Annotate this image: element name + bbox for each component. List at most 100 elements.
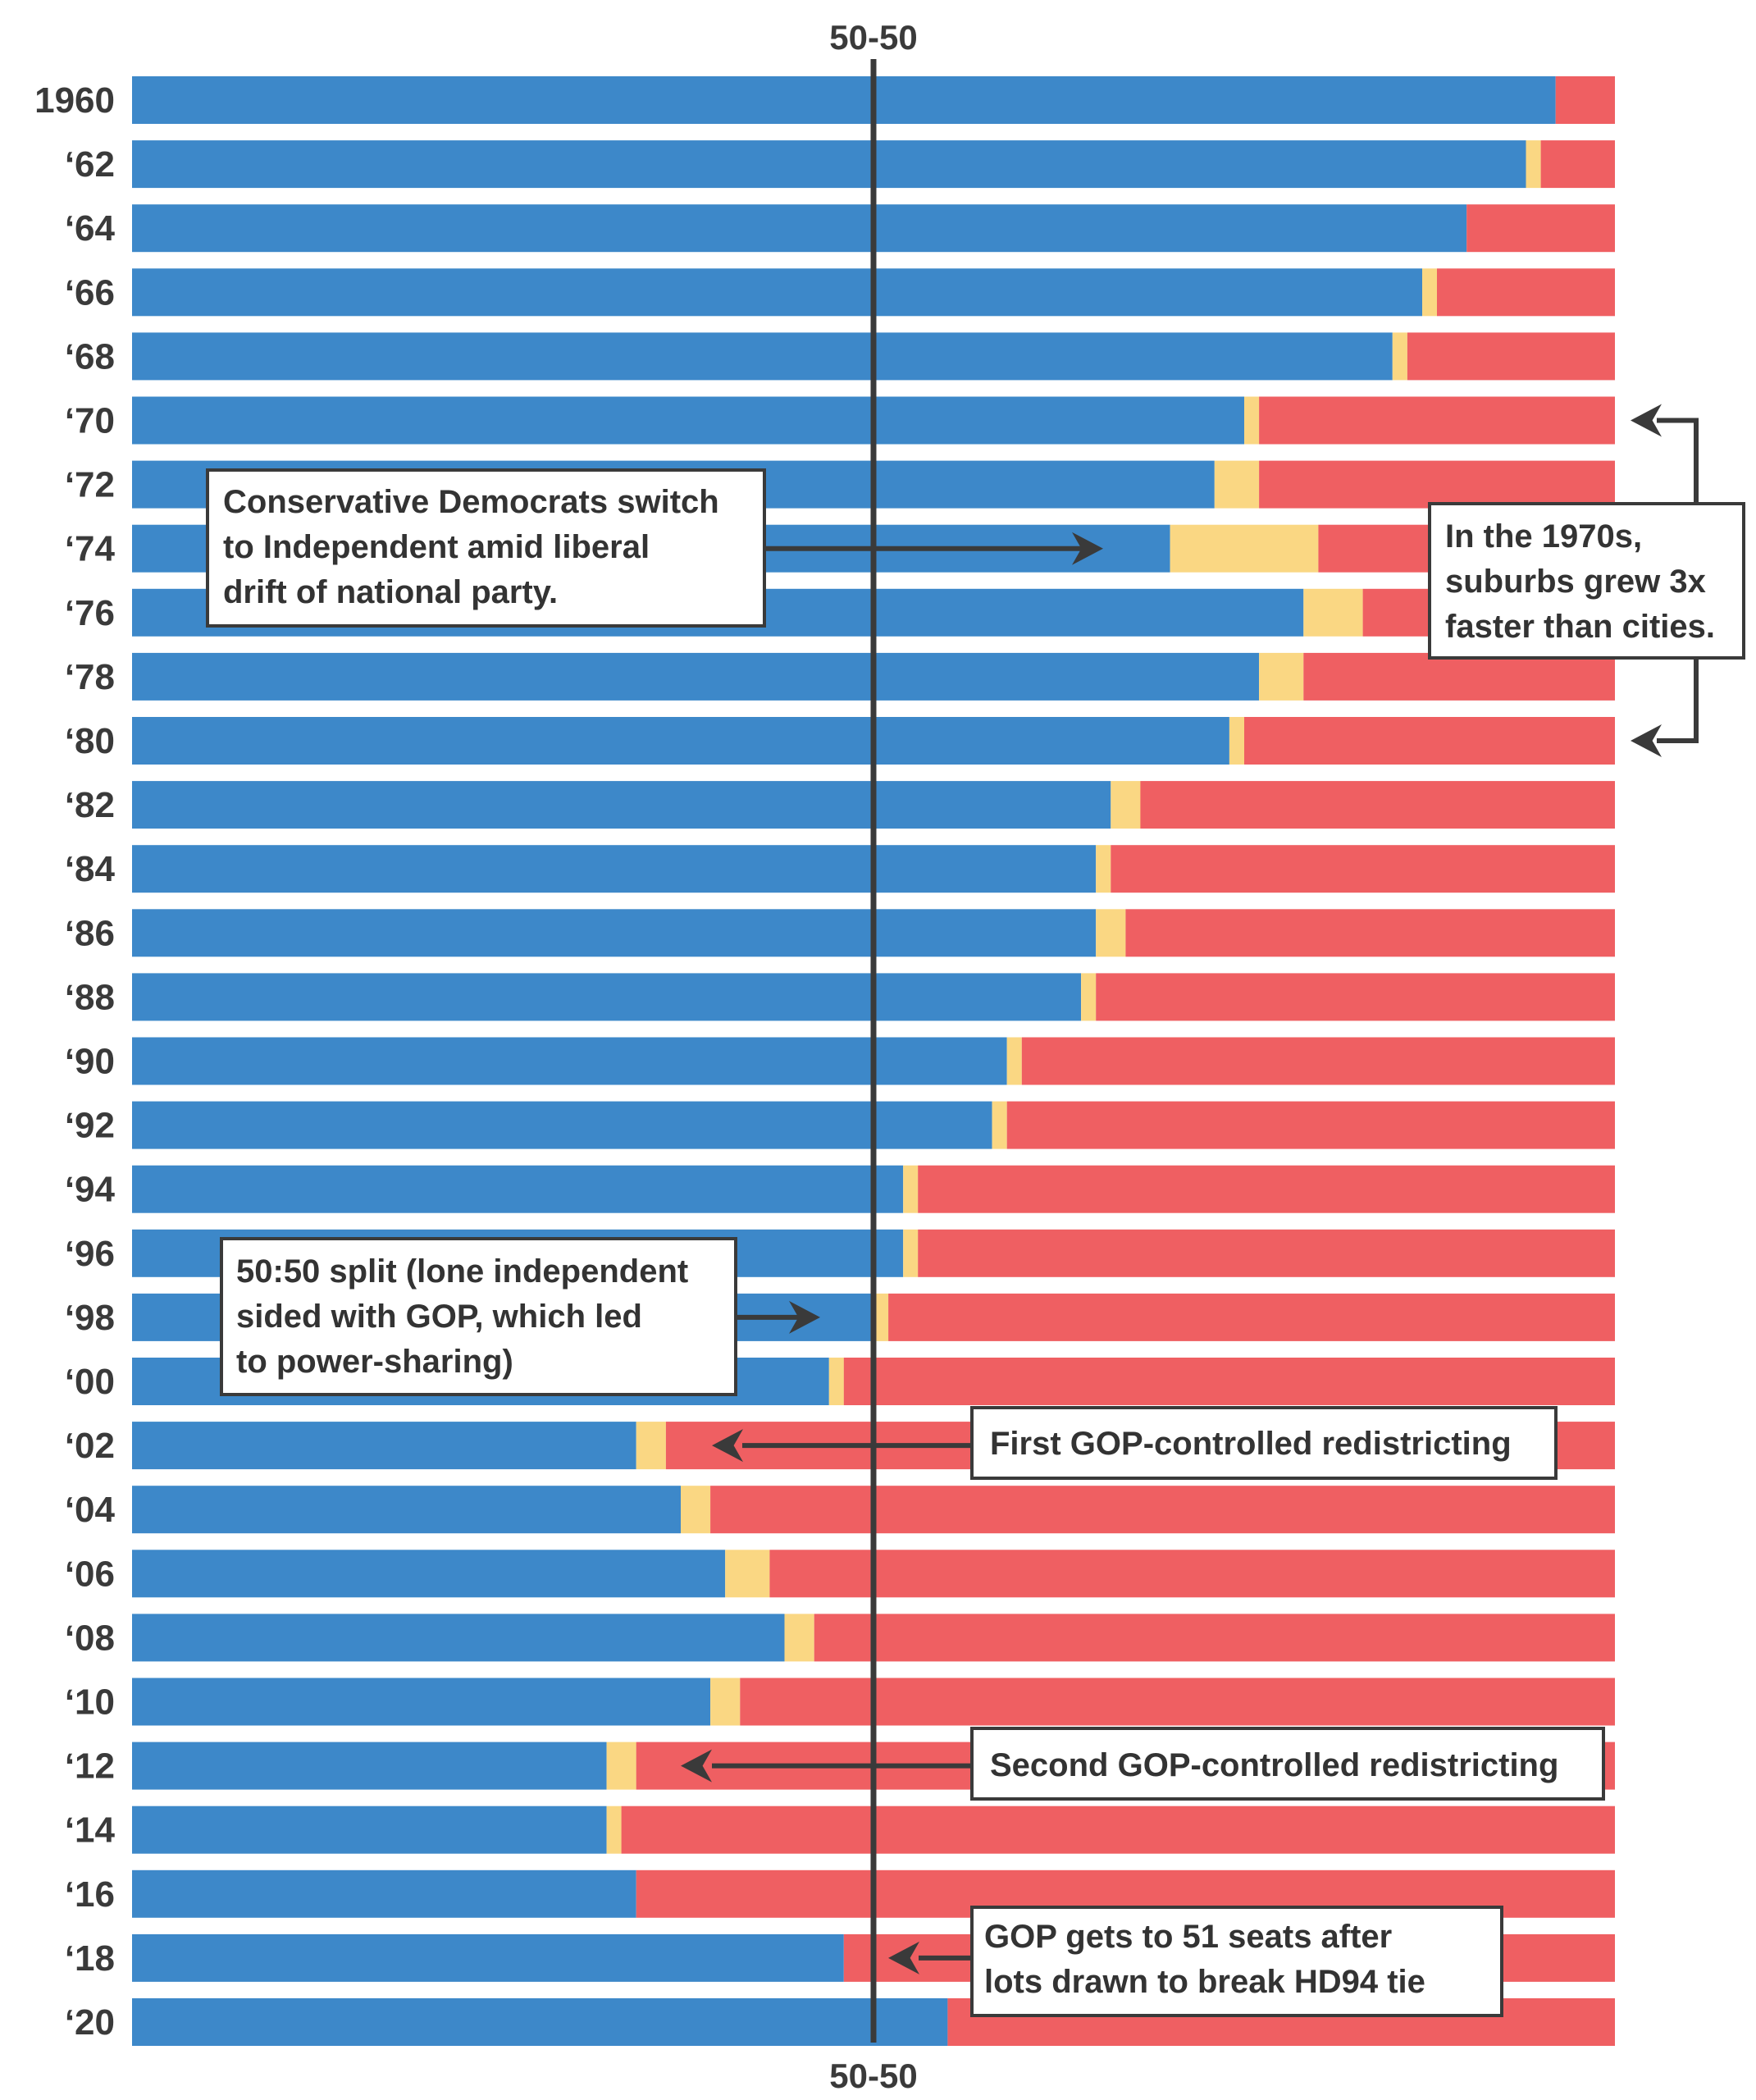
fifty-fifty-label-top: 50-50 [829, 18, 917, 57]
red-segment-18 [918, 1229, 1615, 1277]
annotation-4-line-0: Second GOP-controlled redistricting [990, 1747, 1558, 1783]
blue-segment-25 [132, 1678, 711, 1726]
red-segment-2 [1466, 204, 1615, 253]
blue-segment-9 [132, 652, 1260, 701]
red-segment-23 [769, 1550, 1615, 1598]
yellow-segment-14 [1081, 973, 1097, 1021]
red-segment-13 [1125, 909, 1615, 957]
annotation-1-arrowhead-top [1631, 404, 1662, 437]
blue-segment-17 [132, 1165, 904, 1213]
red-segment-17 [918, 1165, 1615, 1213]
red-segment-11 [1140, 781, 1615, 829]
red-segment-22 [710, 1486, 1615, 1534]
red-segment-20 [843, 1358, 1615, 1405]
red-segment-5 [1259, 396, 1615, 445]
blue-segment-1 [132, 140, 1526, 189]
year-label-7: ‘74 [65, 529, 116, 569]
red-segment-25 [740, 1678, 1615, 1726]
blue-segment-24 [132, 1614, 785, 1662]
year-label-10: ‘80 [65, 721, 115, 761]
annotation-1-line-1: suburbs grew 3x [1445, 564, 1706, 600]
yellow-segment-21 [636, 1422, 666, 1470]
annotation-0-line-1: to Independent amid liberal [223, 529, 650, 565]
yellow-segment-11 [1111, 781, 1141, 829]
fifty-fifty-line-layer: 50-50 50-50 [829, 18, 917, 2095]
blue-segment-2 [132, 204, 1467, 253]
year-label-4: ‘68 [65, 336, 115, 377]
yellow-segment-8 [1303, 588, 1363, 637]
yellow-segment-27 [606, 1806, 622, 1854]
red-segment-3 [1437, 268, 1615, 317]
fifty-fifty-label-bottom: 50-50 [829, 2057, 917, 2095]
yellow-segment-19 [873, 1293, 889, 1341]
red-segment-1 [1540, 140, 1615, 189]
year-label-5: ‘70 [65, 401, 115, 441]
yellow-segment-17 [903, 1165, 919, 1213]
annotation-1-line-0: In the 1970s, [1445, 518, 1642, 555]
yellow-segment-26 [606, 1742, 636, 1790]
year-label-17: ‘94 [65, 1170, 116, 1210]
year-label-26: ‘12 [65, 1746, 115, 1787]
year-labels-layer: 1960 ‘62 ‘64 ‘66 ‘68 ‘70 ‘72 ‘74 ‘76 ‘78 ‘80 ‘82 ‘84… [34, 80, 115, 2043]
yellow-segment-9 [1259, 652, 1304, 701]
red-segment-0 [1555, 76, 1615, 124]
year-label-13: ‘86 [65, 913, 115, 953]
year-label-28: ‘16 [65, 1874, 115, 1915]
blue-segment-26 [132, 1742, 607, 1790]
year-label-21: ‘02 [65, 1426, 115, 1466]
blue-segment-13 [132, 909, 1097, 957]
red-segment-4 [1407, 332, 1615, 381]
annotation-3-arrowhead [712, 1429, 743, 1463]
annotation-1-arrowhead-bottom [1631, 724, 1662, 757]
yellow-segment-13 [1096, 909, 1126, 957]
yellow-segment-22 [681, 1486, 711, 1534]
yellow-segment-20 [828, 1358, 844, 1405]
blue-segment-0 [132, 76, 1556, 124]
blue-segment-14 [132, 973, 1082, 1021]
yellow-segment-6 [1214, 460, 1259, 509]
year-label-8: ‘76 [65, 593, 115, 633]
blue-segment-4 [132, 332, 1393, 381]
blue-segment-15 [132, 1037, 1007, 1085]
red-segment-6 [1259, 460, 1615, 509]
annotation-1-line-2: faster than cities. [1445, 609, 1715, 645]
yellow-segment-16 [992, 1101, 1007, 1149]
annotation-5-arrowhead [888, 1941, 919, 1974]
annotations-layer: Conservative Democrats switch to Independ… [206, 404, 1745, 2017]
annotation-0-line-2: drift of national party. [223, 574, 558, 610]
annotation-2-arrowhead [789, 1300, 820, 1334]
blue-segment-27 [132, 1806, 607, 1854]
blue-segment-3 [132, 268, 1422, 317]
year-label-1: ‘62 [65, 144, 115, 185]
year-label-9: ‘78 [65, 657, 115, 697]
annotation-5-line-0: GOP gets to 51 seats after [984, 1919, 1392, 1955]
annotation-0-line-0: Conservative Democrats switch [223, 484, 719, 520]
annotation-2-line-0: 50:50 split (lone independent [236, 1253, 688, 1290]
year-label-14: ‘88 [65, 977, 115, 1017]
yellow-segment-15 [1006, 1037, 1022, 1085]
annotation-box-0 [206, 468, 766, 628]
blue-segment-29 [132, 1933, 844, 1982]
red-segment-9 [1303, 652, 1615, 701]
annotation-box-4 [970, 1727, 1605, 1801]
yellow-segment-3 [1422, 268, 1438, 317]
yellow-segment-23 [725, 1550, 770, 1598]
red-segment-27 [621, 1806, 1615, 1854]
annotation-3-line-0: First GOP-controlled redistricting [990, 1426, 1512, 1462]
blue-segment-30 [132, 1998, 948, 2046]
yellow-segment-18 [903, 1229, 919, 1277]
annotation-0-arrowhead [1072, 532, 1103, 565]
annotation-4-arrowhead [681, 1749, 712, 1783]
yellow-segment-24 [784, 1614, 814, 1662]
annotation-box-5 [970, 1906, 1503, 2017]
year-label-19: ‘98 [65, 1298, 115, 1338]
yellow-segment-1 [1526, 140, 1541, 189]
blue-segment-22 [132, 1486, 681, 1534]
annotation-box-1 [1428, 502, 1745, 660]
year-label-24: ‘08 [65, 1618, 115, 1658]
yellow-segment-4 [1392, 332, 1407, 381]
annotation-box-3 [970, 1406, 1558, 1480]
year-label-18: ‘96 [65, 1234, 115, 1274]
year-label-6: ‘72 [65, 465, 115, 505]
